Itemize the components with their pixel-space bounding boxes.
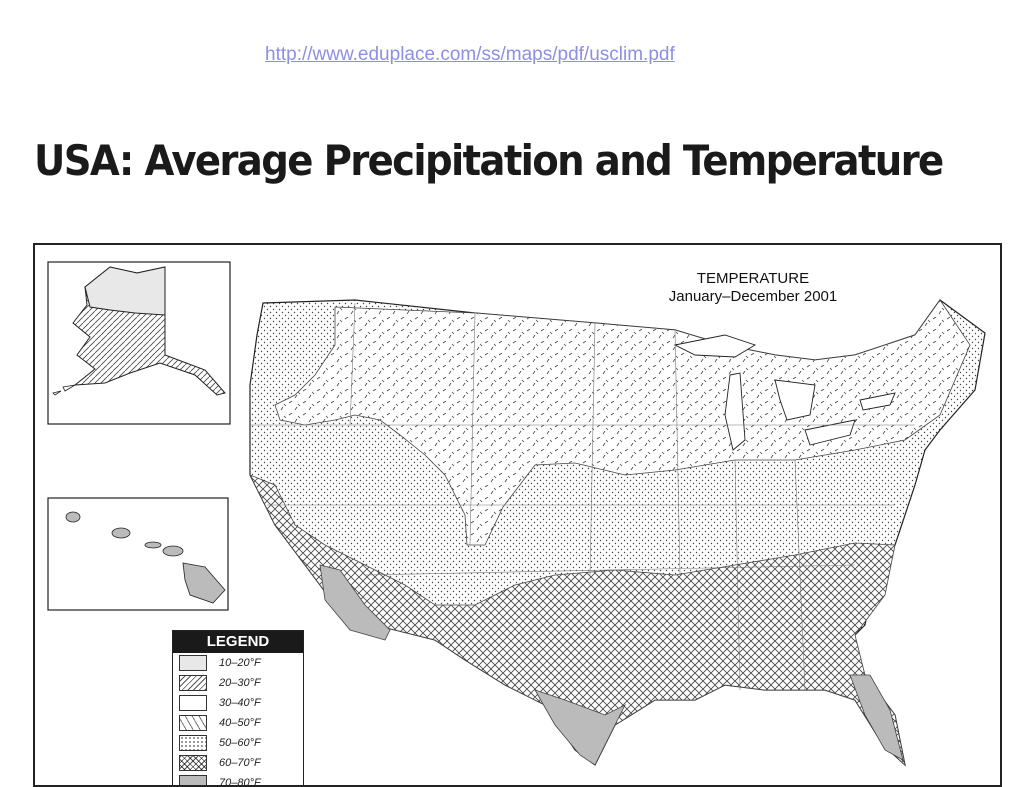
slide-title: USA: Average Precipitation and Temperatu…	[34, 136, 944, 185]
swatch-dots	[179, 735, 207, 751]
swatch-diagonal-hatch	[179, 675, 207, 691]
map-period: January–December 2001	[668, 288, 838, 305]
swatch-crosshatch	[179, 755, 207, 771]
legend-label: 20–30°F	[219, 677, 261, 689]
legend: LEGEND 10–20°F 20–30°F 30–40°F 40–50°F 5…	[172, 630, 304, 787]
legend-item: 30–40°F	[173, 693, 303, 713]
alaska-inset	[47, 261, 231, 425]
source-link[interactable]: http://www.eduplace.com/ss/maps/pdf/uscl…	[265, 44, 675, 65]
legend-label: 40–50°F	[219, 717, 261, 729]
legend-label: 10–20°F	[219, 657, 261, 669]
legend-label: 70–80°F	[219, 777, 261, 787]
map-title: TEMPERATURE January–December 2001	[583, 270, 923, 306]
legend-label: 50–60°F	[219, 737, 261, 749]
swatch-blank	[179, 695, 207, 711]
legend-label: 60–70°F	[219, 757, 261, 769]
legend-item: 60–70°F	[173, 753, 303, 773]
temperature-map: TEMPERATURE January–December 2001 LEGEND…	[33, 243, 1002, 787]
hawaii-inset	[47, 497, 229, 611]
legend-item: 50–60°F	[173, 733, 303, 753]
legend-title: LEGEND	[173, 631, 303, 653]
legend-label: 30–40°F	[219, 697, 261, 709]
map-heading: TEMPERATURE	[696, 270, 810, 287]
legend-item: 40–50°F	[173, 713, 303, 733]
swatch-solid-gray	[179, 775, 207, 785]
swatch-dashes	[179, 715, 207, 731]
swatch-solid-light-gray	[179, 655, 207, 671]
legend-item: 10–20°F	[173, 653, 303, 673]
legend-item: 20–30°F	[173, 673, 303, 693]
us-map-graphic	[47, 261, 986, 767]
legend-item: 70–80°F	[173, 773, 303, 787]
